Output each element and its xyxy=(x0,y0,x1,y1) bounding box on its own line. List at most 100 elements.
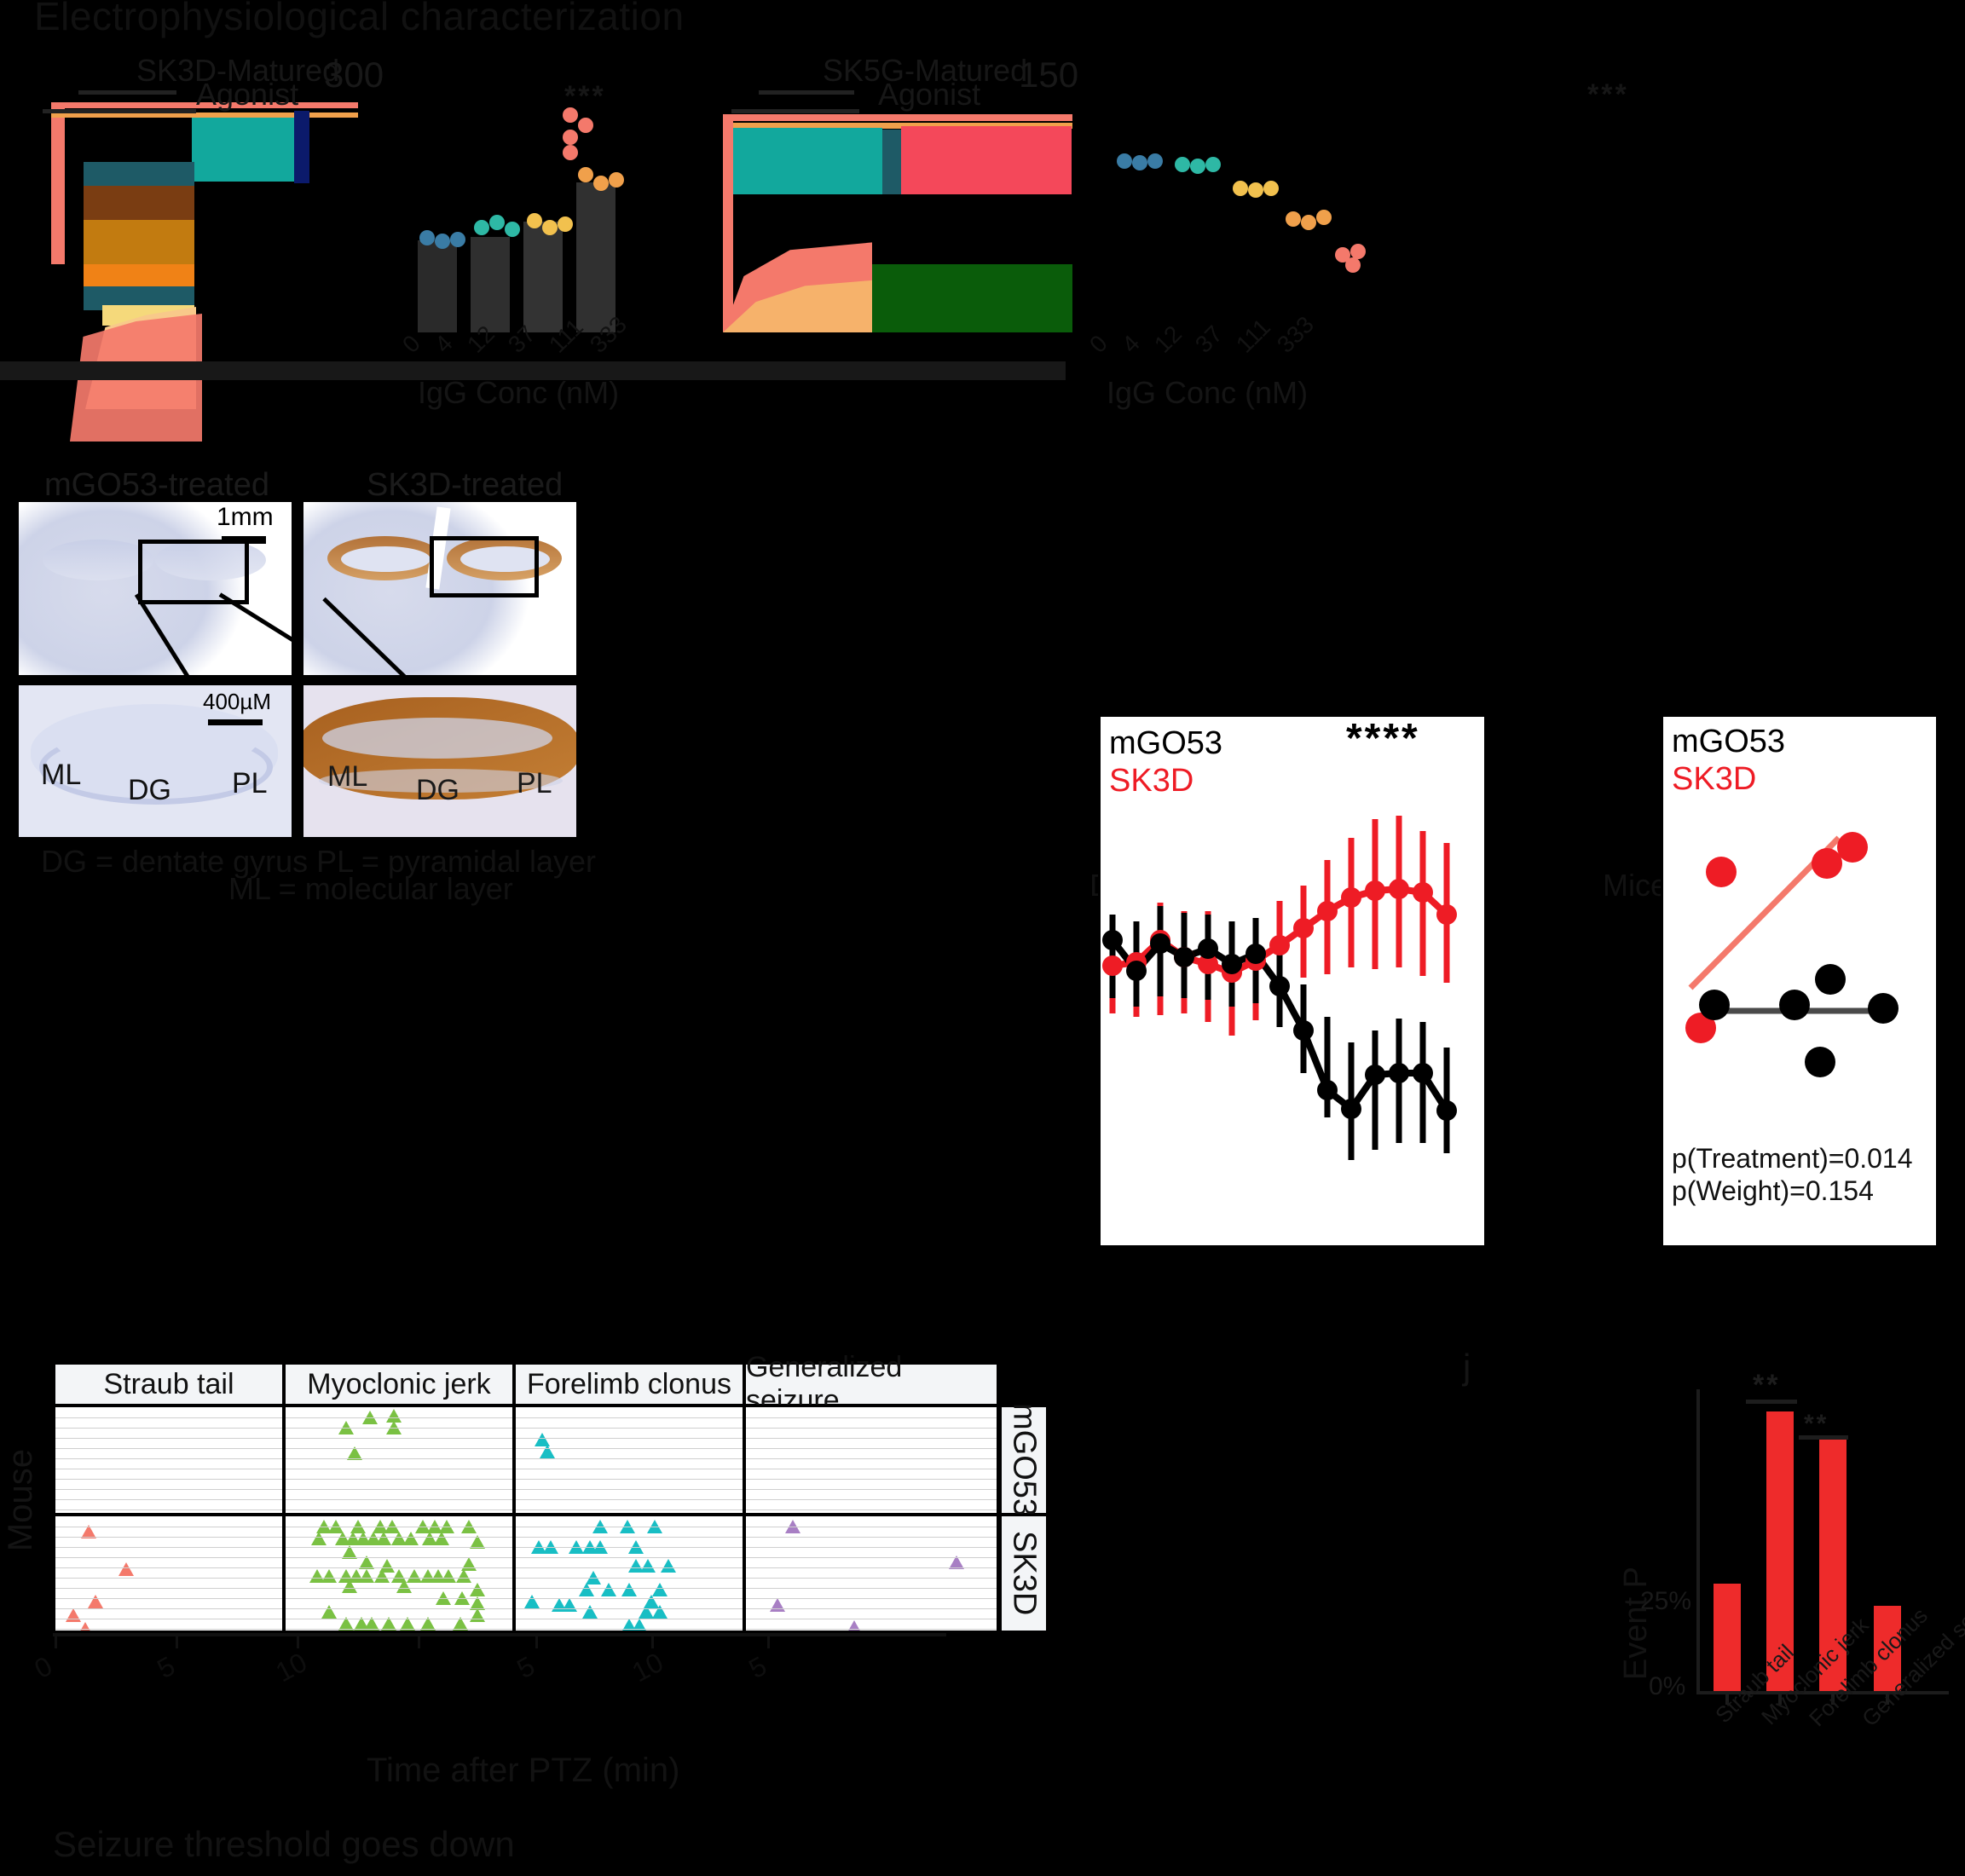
raster-gridline xyxy=(516,1489,743,1490)
panel-c-legend-swatch-2 xyxy=(731,109,859,113)
panel-b-significance: *** xyxy=(564,80,606,113)
raster-gridline xyxy=(286,1557,512,1558)
raster-gridline xyxy=(746,1509,997,1510)
raster-gridline xyxy=(746,1629,997,1630)
panel-c-legend-sk5g: SK5G-Matured xyxy=(823,53,1028,88)
panel-b-xaxis-label: IgG Conc (nM) xyxy=(418,375,620,410)
raster-gridline xyxy=(286,1417,512,1418)
raster-col-header-straub-tail: Straub tail xyxy=(53,1362,285,1406)
raster-cell xyxy=(513,1405,745,1515)
raster-gridline xyxy=(746,1598,997,1599)
raster-gridline xyxy=(55,1567,282,1568)
raster-gridline xyxy=(516,1629,743,1630)
raster-gridline xyxy=(286,1578,512,1579)
bar-myoclonic-jerk xyxy=(1766,1411,1794,1691)
raster-gridline xyxy=(286,1598,512,1599)
panel-c-ephys-traces xyxy=(716,102,1074,332)
raster-gridline xyxy=(286,1489,512,1490)
raster-gridline xyxy=(746,1608,997,1609)
raster-cell xyxy=(283,1514,515,1633)
bar-significance-1: ** xyxy=(1753,1369,1781,1401)
seizure-latency-chart: mGO53 SK3D **** xyxy=(1098,714,1487,1248)
xtick-1: 4 xyxy=(430,329,458,358)
raster-gridline xyxy=(516,1608,743,1609)
raster-x-axis xyxy=(53,1633,946,1636)
datapoint xyxy=(474,220,489,235)
raster-gridline xyxy=(516,1588,743,1589)
datapoint xyxy=(419,230,435,245)
raster-gridline xyxy=(516,1537,743,1538)
raster-gridline xyxy=(746,1499,997,1500)
raster-gridline xyxy=(286,1629,512,1630)
panel-a-legend-agonist: Agonist xyxy=(196,77,299,112)
datapoint xyxy=(563,130,578,145)
panel-d-ytick-top: 150 xyxy=(1019,55,1079,95)
datapoint xyxy=(578,118,593,133)
datapoint xyxy=(1316,210,1332,225)
raster-gridline xyxy=(746,1547,997,1548)
raster-xtick: 10 xyxy=(627,1646,668,1688)
bottom-caption: Seizure threshold goes down xyxy=(53,1824,515,1864)
datapoint xyxy=(1233,181,1248,196)
datapoint xyxy=(1117,153,1132,169)
bar-ytick-0: 0% xyxy=(1649,1672,1686,1700)
raster-gridline xyxy=(55,1489,282,1490)
raster-gridline xyxy=(286,1547,512,1548)
raster-cell xyxy=(513,1514,745,1633)
scale-label-1mm: 1mm xyxy=(217,503,274,531)
bar-ytick-25: 25% xyxy=(1640,1587,1692,1615)
histology-title-mgo53: mGO53-treated xyxy=(44,467,269,503)
raster-gridline xyxy=(286,1428,512,1429)
xtick-0: 0 xyxy=(397,329,425,358)
datapoint xyxy=(489,215,505,230)
bar-straub-tail xyxy=(1714,1584,1741,1691)
raster-gridline xyxy=(55,1608,282,1609)
panel-a-legend-sk3d: SK3D-Matured xyxy=(136,53,340,88)
brain-section-sk3d xyxy=(300,499,580,678)
raster-gridline xyxy=(746,1448,997,1449)
weight-stats-weight: p(Weight)=0.154 xyxy=(1672,1175,1874,1206)
weight-stats-treatment: p(Treatment)=0.014 xyxy=(1672,1143,1913,1174)
raster-cell xyxy=(743,1405,999,1515)
raster-gridline xyxy=(516,1417,743,1418)
raster-gridline xyxy=(55,1598,282,1599)
mask-strip xyxy=(0,361,1066,380)
region-label-dg: DG xyxy=(416,774,459,806)
datapoint xyxy=(563,107,578,123)
raster-gridline xyxy=(286,1458,512,1459)
raster-gridline xyxy=(746,1479,997,1480)
raster-gridline xyxy=(55,1629,282,1630)
xtick-0: 0 xyxy=(1084,329,1113,358)
scale-label-400um: 400µM xyxy=(203,689,272,714)
panel-b-plot xyxy=(392,107,699,332)
legend-sk3d: SK3D xyxy=(1109,763,1194,799)
raster-gridline xyxy=(516,1438,743,1439)
raster-gridline xyxy=(746,1537,997,1538)
raster-gridline xyxy=(286,1499,512,1500)
raster-gridline xyxy=(746,1588,997,1589)
latency-significance: **** xyxy=(1346,716,1420,761)
latency-series-svg xyxy=(1102,816,1457,1160)
raster-y-axis-label: Mouse xyxy=(2,1449,39,1552)
raster-cell xyxy=(53,1514,285,1633)
raster-row-text: SK3D xyxy=(1006,1531,1043,1616)
raster-gridline xyxy=(55,1448,282,1449)
bar-forelimb-clonus xyxy=(1819,1437,1847,1691)
raster-gridline xyxy=(286,1588,512,1589)
raster-gridline xyxy=(516,1458,743,1459)
raster-gridline xyxy=(516,1578,743,1579)
bar-generalized-seizure xyxy=(1874,1606,1901,1691)
datapoint xyxy=(1205,157,1221,172)
histology-caption-1: DG = dentate gyrus PL = pyramidal layer xyxy=(41,844,596,879)
raster-xtick: 0 xyxy=(29,1649,57,1685)
raster-gridline xyxy=(746,1417,997,1418)
bar-y-label: Event P xyxy=(1618,1567,1654,1681)
raster-col-header-forelimb-clonus: Forelimb clonus xyxy=(513,1362,745,1406)
raster-col-header-generalized-seizure: Generalized seizure xyxy=(743,1351,999,1417)
raster-gridline xyxy=(516,1557,743,1558)
raster-gridline xyxy=(55,1479,282,1480)
datapoint xyxy=(435,234,450,249)
raster-gridline xyxy=(516,1547,743,1548)
datapoint xyxy=(558,216,573,232)
scale-bar-400um xyxy=(208,719,263,725)
